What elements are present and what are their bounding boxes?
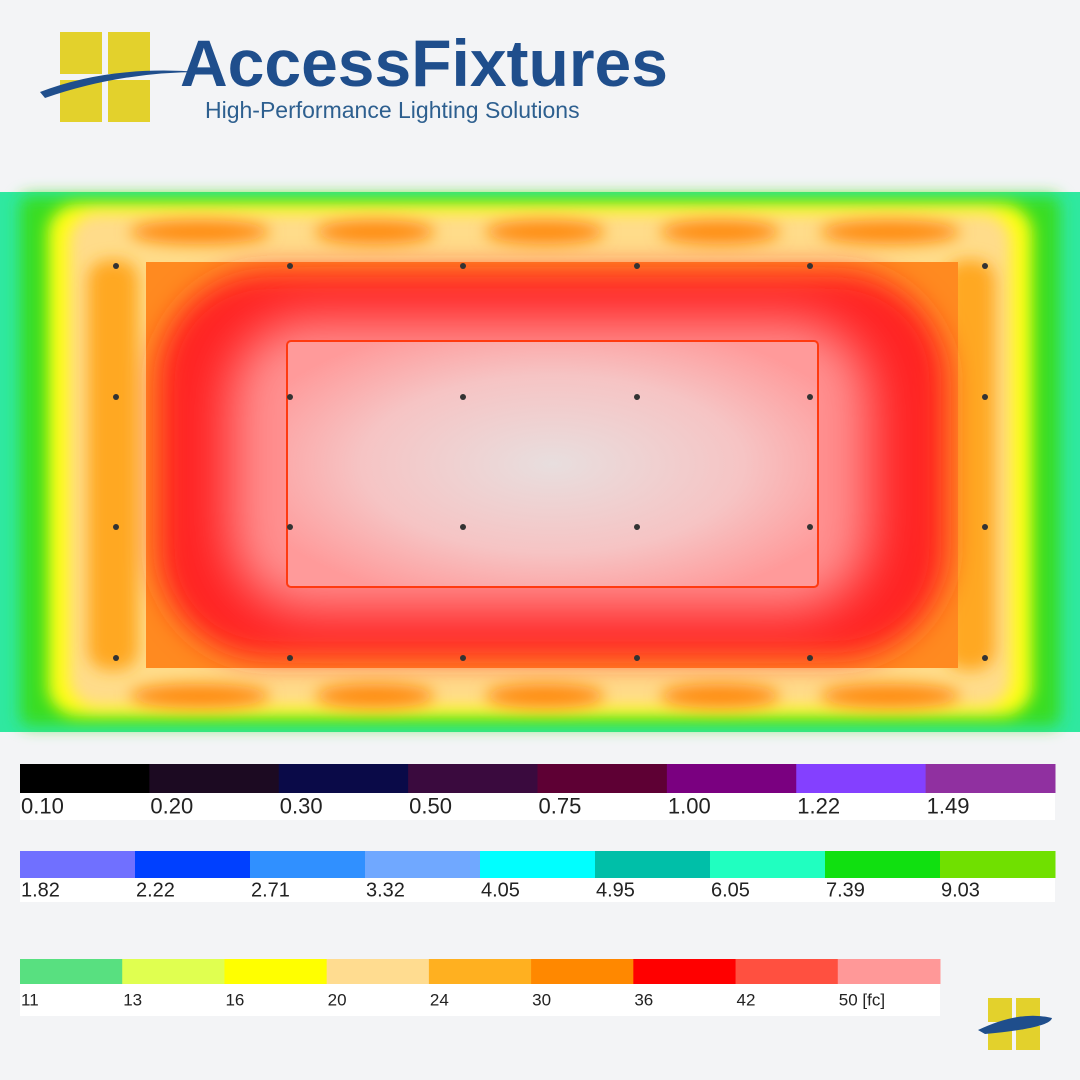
- legend-swatch: [224, 959, 328, 984]
- legend-label: 2.22: [136, 879, 175, 901]
- legend-label: 4.95: [596, 879, 635, 901]
- legend-swatch: [122, 959, 225, 984]
- brand: AccessFixtures: [180, 26, 668, 100]
- legend-label: 7.39: [826, 879, 865, 901]
- legend-swatch: [735, 959, 839, 984]
- legend-label: 6.05: [711, 879, 750, 901]
- legend-swatch: [149, 764, 280, 793]
- legend-label: 13: [123, 990, 142, 1009]
- legend-swatch: [20, 851, 136, 878]
- legend-swatch: [825, 851, 941, 878]
- legend-label: 4.05: [481, 879, 520, 901]
- legend-swatch: [480, 851, 596, 878]
- legend-label: 1.00: [668, 793, 711, 818]
- legend-swatch: [925, 764, 1056, 793]
- small-logo: [978, 998, 1052, 1050]
- legend-swatch: [135, 851, 251, 878]
- legend-label: 36: [634, 990, 653, 1009]
- legend-label: 2.71: [251, 879, 290, 901]
- legend-label: 1.82: [21, 879, 60, 901]
- legend-swatch: [428, 959, 532, 984]
- legend-swatch: [537, 764, 668, 793]
- legend-label: 0.10: [21, 793, 64, 818]
- legend-label: 0.30: [280, 793, 323, 818]
- legend-swatch: [20, 959, 123, 984]
- legend-label: 3.32: [366, 879, 405, 901]
- legend-label: 24: [430, 990, 449, 1009]
- legend-swatch: [633, 959, 737, 984]
- legend-label: 30: [532, 990, 551, 1009]
- legend-swatch: [278, 764, 409, 793]
- legend-swatch: [796, 764, 927, 793]
- logo: [40, 32, 200, 122]
- tagline: High-Performance Lighting Solutions: [205, 97, 580, 123]
- legend-label-band: [20, 984, 940, 1016]
- legend-label: 0.50: [409, 793, 452, 818]
- legend-swatch: [666, 764, 797, 793]
- legend-swatch: [940, 851, 1056, 878]
- legend-swatch: [408, 764, 538, 793]
- legend-label: 0.75: [539, 793, 582, 818]
- legend-label: 42: [737, 990, 756, 1009]
- legend-label: 1.22: [797, 793, 840, 818]
- legend-label: 20: [328, 990, 347, 1009]
- legend-swatch: [837, 959, 941, 984]
- legend-label: 50 [fc]: [839, 990, 885, 1009]
- legend-swatch: [20, 764, 150, 793]
- legend-label: 1.49: [927, 793, 970, 818]
- legend-swatch: [250, 851, 366, 878]
- legend-label: 11: [21, 990, 39, 1009]
- legend-label-band: [20, 878, 1055, 902]
- legend-swatch: [531, 959, 634, 984]
- legend-label: 0.20: [150, 793, 193, 818]
- legend-swatch: [710, 851, 826, 878]
- legend-swatch: [365, 851, 481, 878]
- heatmap: [0, 192, 1080, 732]
- legend-swatch: [595, 851, 711, 878]
- legend-label: 16: [225, 990, 244, 1009]
- legend-swatch: [326, 959, 430, 984]
- legend: 0.10 0.20 0.30 0.50 0.75 1.00 1.22 1.49 1.82 2.22…: [20, 764, 1056, 1016]
- legend-label: 9.03: [941, 879, 980, 901]
- legend-label-band: [20, 793, 1055, 820]
